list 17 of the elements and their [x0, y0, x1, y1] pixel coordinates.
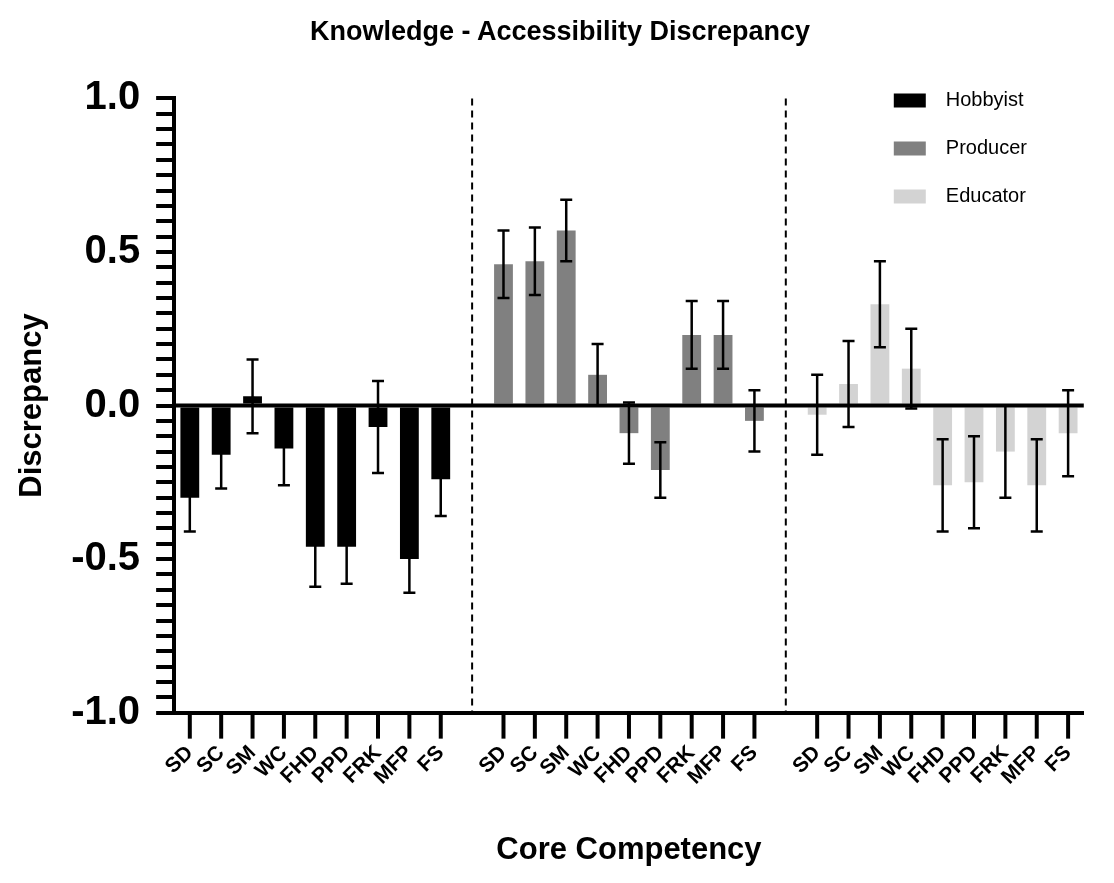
x-tick-label: SD: [787, 740, 825, 778]
x-axis-title: Core Competency: [496, 830, 763, 866]
x-tick-label: FS: [726, 740, 762, 776]
legend-label: Educator: [945, 183, 1027, 206]
y-tick-label: -0.5: [71, 534, 141, 579]
x-tick-label: FS: [1039, 740, 1076, 776]
x-tick-label: SD: [473, 740, 511, 778]
x-tick-label: FS: [412, 740, 448, 776]
legend-label: Producer: [945, 135, 1028, 158]
chart-title: Knowledge - Accessibility Discrepancy: [309, 15, 811, 46]
y-tick-label: 0.0: [84, 380, 141, 425]
y-axis-title: Discrepancy: [13, 312, 49, 498]
y-tick-label: -1.0: [71, 687, 141, 732]
y-tick-label: 1.0: [84, 73, 141, 118]
legend-label: Hobbyist: [945, 87, 1025, 110]
y-tick-label: 0.5: [84, 226, 141, 271]
x-tick-label: SD: [159, 740, 197, 778]
